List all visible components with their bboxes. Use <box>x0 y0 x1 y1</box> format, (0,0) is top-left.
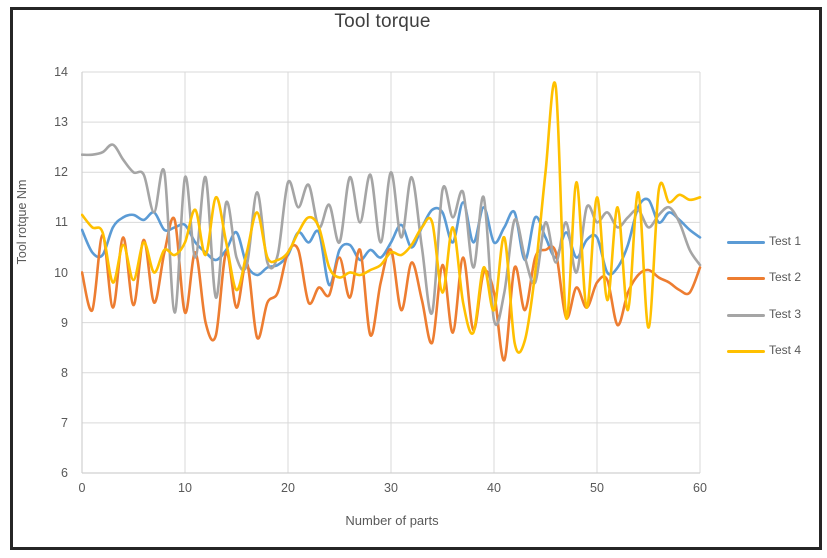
series-line-test-2 <box>81 216 702 362</box>
chart-title: Tool torque <box>334 11 431 32</box>
x-tick-label: 50 <box>590 481 604 495</box>
y-tick-label: 12 <box>54 165 68 180</box>
x-tick-label: 20 <box>281 481 295 495</box>
y-tick-label: 13 <box>54 115 68 130</box>
y-tick-label: 6 <box>61 466 68 480</box>
x-tick-label: 0 <box>78 481 86 495</box>
y-tick-label: 14 <box>54 65 68 79</box>
x-tick-label: 30 <box>384 481 398 495</box>
y-tick-label: 10 <box>54 265 68 280</box>
x-axis-title: Number of parts <box>345 513 439 528</box>
series-line-test-1 <box>81 197 702 287</box>
series-line-test-3 <box>81 143 702 327</box>
y-tick-label: 11 <box>55 215 68 230</box>
series-line-test-4 <box>81 81 702 354</box>
y-tick-label: 8 <box>61 365 68 380</box>
chart-frame <box>10 7 822 550</box>
x-tick-label: 10 <box>178 481 192 495</box>
y-tick-label: 9 <box>61 315 68 330</box>
x-tick-label: 40 <box>487 481 501 495</box>
y-axis-title: Tool rotque Nm <box>15 179 29 265</box>
x-tick-label: 60 <box>693 481 707 495</box>
y-tick-label: 7 <box>61 415 68 430</box>
